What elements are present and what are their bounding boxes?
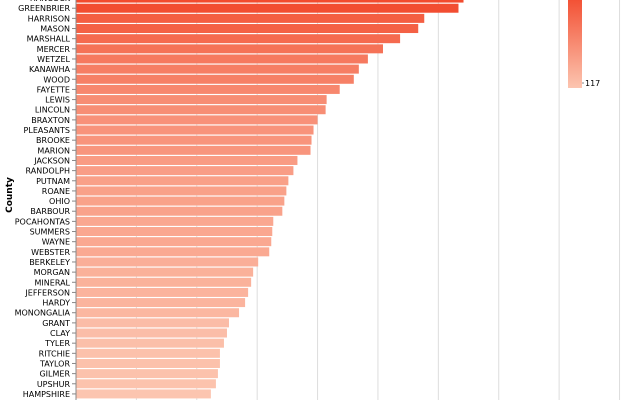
y-tick-label: JACKSON	[33, 156, 70, 165]
bar	[76, 115, 318, 125]
y-axis-title: County	[5, 177, 15, 213]
y-tick-label: HANCOCK	[30, 0, 71, 3]
bar	[76, 338, 224, 348]
bar	[76, 84, 340, 94]
y-tick-label: POCAHONTAS	[15, 217, 70, 226]
bar	[76, 257, 259, 267]
y-tick-label: MARION	[37, 146, 70, 155]
y-tick-label: WETZEL	[37, 55, 70, 64]
bar	[76, 308, 240, 318]
bar	[76, 247, 270, 257]
y-tick-label: GRANT	[42, 319, 70, 328]
bar	[76, 369, 218, 379]
y-tick-label: BROOKE	[36, 136, 70, 145]
bar	[76, 74, 354, 84]
bars	[76, 0, 464, 399]
y-tick-label: HARRISON	[28, 14, 70, 23]
y-tick-label: CLAY	[50, 329, 70, 338]
bar	[76, 0, 464, 3]
y-tick-label: GREENBRIER	[18, 4, 70, 13]
bar	[76, 196, 285, 206]
y-tick-label: PLEASANTS	[24, 126, 70, 135]
bar	[76, 186, 287, 196]
bar	[76, 145, 311, 155]
y-tick-label: HAMPSHIRE	[23, 390, 70, 399]
color-legend: 117	[568, 0, 600, 88]
y-tick-label: BERKELEY	[29, 258, 70, 267]
bar	[76, 298, 246, 308]
y-tick-label: RANDOLPH	[26, 167, 70, 176]
y-tick-label: BARBOUR	[30, 207, 70, 216]
y-tick-label: RITCHIE	[39, 349, 70, 358]
y-tick-label: FAYETTE	[37, 85, 70, 94]
y-tick-label: MORGAN	[34, 268, 70, 277]
bar	[76, 379, 216, 389]
y-tick-label: MONONGALIA	[15, 309, 71, 318]
y-tick-label: MARSHALL	[27, 35, 71, 44]
y-tick-label: UPSHUR	[37, 380, 71, 389]
bar	[76, 176, 289, 186]
bar	[76, 95, 327, 105]
y-tick-label: TAYLOR	[39, 359, 70, 368]
legend-min-label: 117	[585, 79, 600, 88]
y-tick-label: MINERAL	[35, 278, 71, 287]
bar	[76, 267, 254, 277]
y-tick-label: JEFFERSON	[24, 288, 70, 297]
y-tick-label: SUMMERS	[30, 228, 70, 237]
bar	[76, 105, 326, 115]
bar	[76, 277, 252, 287]
bar	[76, 318, 229, 328]
bar	[76, 237, 272, 247]
bar	[76, 24, 419, 34]
y-tick-label: LEWIS	[45, 96, 70, 105]
bar	[76, 135, 312, 145]
y-tick-label: ROANE	[42, 187, 70, 196]
bar	[76, 287, 249, 297]
bar	[76, 13, 425, 23]
legend-gradient-bar	[568, 0, 582, 88]
bar	[76, 155, 298, 165]
y-tick-label: BRAXTON	[31, 116, 70, 125]
bar	[76, 389, 211, 399]
y-tick-label: LINCOLN	[35, 106, 70, 115]
bar	[76, 348, 220, 358]
bar	[76, 216, 274, 226]
bar	[76, 54, 368, 64]
y-tick-label: HARDY	[42, 299, 70, 308]
y-tick-label: WOOD	[43, 75, 70, 84]
y-tick-label: TYLER	[44, 339, 70, 348]
y-axis: HANCOCKGREENBRIERHARRISON MASONMARSHALLME…	[15, 0, 77, 400]
bar	[76, 227, 273, 237]
y-tick-label: OHIO	[49, 197, 70, 206]
y-tick-label: WEBSTER	[31, 248, 70, 257]
bar	[76, 166, 294, 176]
bar	[76, 328, 227, 338]
y-tick-label: WAYNE	[42, 238, 70, 247]
bar	[76, 34, 401, 44]
y-tick-label: GILMER	[39, 370, 70, 379]
bar	[76, 44, 383, 54]
y-tick-label: PUTNAM	[36, 177, 70, 186]
bar	[76, 3, 459, 13]
bar	[76, 64, 359, 74]
bar	[76, 125, 314, 135]
bar	[76, 206, 283, 216]
y-tick-label: KANAWHA	[29, 65, 71, 74]
bar	[76, 358, 220, 368]
y-tick-label: MASON	[40, 25, 70, 34]
y-tick-label: MERCER	[37, 45, 71, 54]
